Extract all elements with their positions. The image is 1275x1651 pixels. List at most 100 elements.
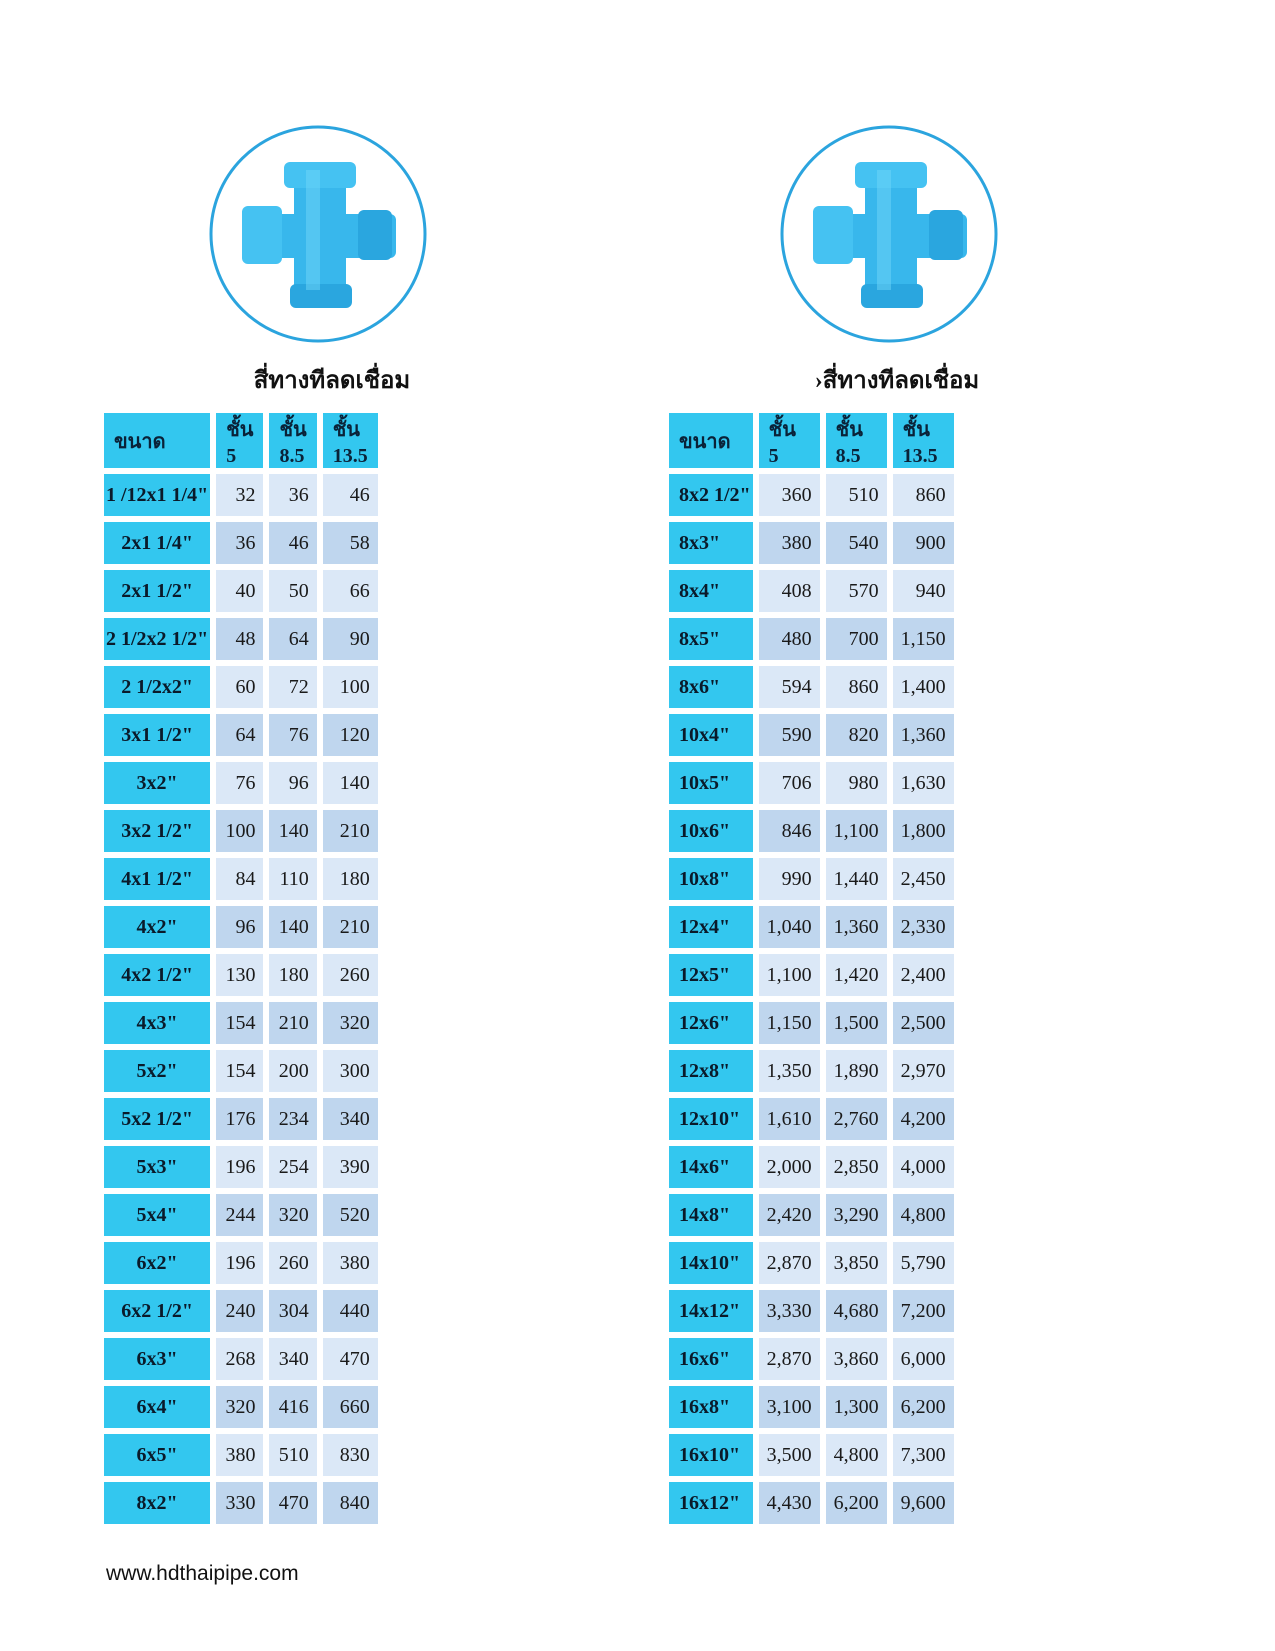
table-row: 12x6" 1,150 1,500 2,500 [669, 1002, 954, 1044]
header-size: ขนาด [669, 413, 753, 468]
price-cell: 2,420 [758, 1194, 820, 1236]
table-row: 10x5" 706 980 1,630 [669, 762, 954, 804]
price-cell: 140 [269, 906, 317, 948]
table-row: 4x2 1/2" 130 180 260 [104, 954, 378, 996]
price-cell: 1,360 [892, 714, 954, 756]
price-cell: 590 [758, 714, 820, 756]
size-cell: 3x2 1/2" [104, 810, 211, 852]
price-cell: 320 [322, 1002, 378, 1044]
price-cell: 64 [216, 714, 264, 756]
price-cell: 5,790 [892, 1242, 954, 1284]
price-cell: 4,800 [825, 1434, 887, 1476]
size-cell: 5x3" [104, 1146, 211, 1188]
size-cell: 2 1/2x2" [104, 666, 211, 708]
price-cell: 3,500 [758, 1434, 820, 1476]
table-row: 8x4" 408 570 940 [669, 570, 954, 612]
table-row: 5x2 1/2" 176 234 340 [104, 1098, 378, 1140]
size-cell: 3x2" [104, 762, 211, 804]
price-cell: 1,800 [892, 810, 954, 852]
table-row: 16x8" 3,100 1,300 6,200 [669, 1386, 954, 1428]
price-cell: 416 [269, 1386, 317, 1428]
price-cell: 1,500 [825, 1002, 887, 1044]
table-row: 6x3" 268 340 470 [104, 1338, 378, 1380]
price-cell: 1,350 [758, 1050, 820, 1092]
table-row: 2 1/2x2 1/2" 48 64 90 [104, 618, 378, 660]
price-cell: 4,800 [892, 1194, 954, 1236]
price-cell: 340 [322, 1098, 378, 1140]
size-cell: 12x5" [669, 954, 753, 996]
table-row: 16x6" 2,870 3,860 6,000 [669, 1338, 954, 1380]
size-cell: 5x2" [104, 1050, 211, 1092]
table-row: 6x5" 380 510 830 [104, 1434, 378, 1476]
table-row: 5x4" 244 320 520 [104, 1194, 378, 1236]
price-cell: 254 [269, 1146, 317, 1188]
price-cell: 2,400 [892, 954, 954, 996]
size-cell: 14x8" [669, 1194, 753, 1236]
table-row: 14x8" 2,420 3,290 4,800 [669, 1194, 954, 1236]
size-cell: 4x3" [104, 1002, 211, 1044]
price-cell: 6,200 [892, 1386, 954, 1428]
price-cell: 570 [825, 570, 887, 612]
price-cell: 6,200 [825, 1482, 887, 1524]
size-cell: 16x10" [669, 1434, 753, 1476]
price-cell: 154 [216, 1050, 264, 1092]
price-cell: 1,100 [825, 810, 887, 852]
price-cell: 470 [269, 1482, 317, 1524]
size-cell: 2x1 1/2" [104, 570, 211, 612]
size-cell: 3x1 1/2" [104, 714, 211, 756]
price-cell: 6,000 [892, 1338, 954, 1380]
price-cell: 40 [216, 570, 264, 612]
table-row: 5x3" 196 254 390 [104, 1146, 378, 1188]
table-row: 3x1 1/2" 64 76 120 [104, 714, 378, 756]
size-cell: 4x2 1/2" [104, 954, 211, 996]
price-cell: 2,760 [825, 1098, 887, 1140]
table-row: 5x2" 154 200 300 [104, 1050, 378, 1092]
price-cell: 154 [216, 1002, 264, 1044]
size-cell: 12x6" [669, 1002, 753, 1044]
size-cell: 14x6" [669, 1146, 753, 1188]
price-cell: 2,000 [758, 1146, 820, 1188]
price-cell: 260 [269, 1242, 317, 1284]
table-row: 8x3" 380 540 900 [669, 522, 954, 564]
price-cell: 390 [322, 1146, 378, 1188]
table-row: 6x2 1/2" 240 304 440 [104, 1290, 378, 1332]
price-cell: 520 [322, 1194, 378, 1236]
size-cell: 16x12" [669, 1482, 753, 1524]
price-cell: 96 [216, 906, 264, 948]
price-cell: 380 [758, 522, 820, 564]
price-cell: 300 [322, 1050, 378, 1092]
table-row: 8x2" 330 470 840 [104, 1482, 378, 1524]
price-cell: 196 [216, 1146, 264, 1188]
size-cell: 6x2 1/2" [104, 1290, 211, 1332]
table-row: 4x1 1/2" 84 110 180 [104, 858, 378, 900]
table-row: 3x2" 76 96 140 [104, 762, 378, 804]
size-cell: 14x10" [669, 1242, 753, 1284]
price-cell: 1,040 [758, 906, 820, 948]
price-cell: 268 [216, 1338, 264, 1380]
price-cell: 510 [269, 1434, 317, 1476]
price-cell: 46 [269, 522, 317, 564]
size-cell: 12x8" [669, 1050, 753, 1092]
price-cell: 860 [892, 474, 954, 516]
price-cell: 4,000 [892, 1146, 954, 1188]
price-cell: 1,420 [825, 954, 887, 996]
price-cell: 140 [269, 810, 317, 852]
price-cell: 2,870 [758, 1242, 820, 1284]
price-cell: 1,360 [825, 906, 887, 948]
size-cell: 1 /12x1 1/4" [104, 474, 211, 516]
header-class-8-5: ชั้น 8.5 [825, 413, 887, 468]
price-cell: 120 [322, 714, 378, 756]
price-cell: 76 [269, 714, 317, 756]
price-cell: 360 [758, 474, 820, 516]
table-row: 8x5" 480 700 1,150 [669, 618, 954, 660]
price-cell: 110 [269, 858, 317, 900]
table-row: 10x4" 590 820 1,360 [669, 714, 954, 756]
price-cell: 3,100 [758, 1386, 820, 1428]
table-row: 8x6" 594 860 1,400 [669, 666, 954, 708]
price-cell: 1,100 [758, 954, 820, 996]
price-cell: 3,850 [825, 1242, 887, 1284]
price-cell: 2,450 [892, 858, 954, 900]
table-row: 14x10" 2,870 3,850 5,790 [669, 1242, 954, 1284]
price-cell: 1,150 [758, 1002, 820, 1044]
table-row: 4x3" 154 210 320 [104, 1002, 378, 1044]
